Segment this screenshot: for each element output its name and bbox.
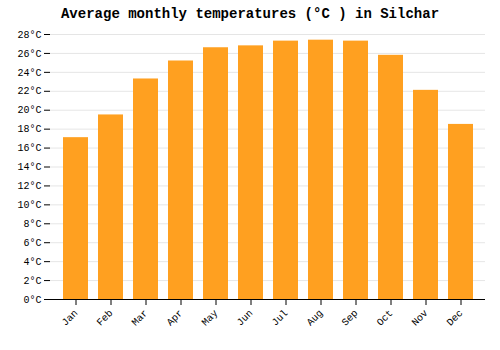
svg-text:8°C: 8°C: [23, 219, 41, 230]
svg-text:20°C: 20°C: [17, 105, 41, 116]
svg-text:Aug: Aug: [305, 308, 326, 329]
svg-text:Apr: Apr: [165, 308, 186, 329]
svg-text:May: May: [200, 308, 221, 329]
svg-text:Jun: Jun: [235, 308, 256, 329]
svg-text:Jan: Jan: [60, 308, 81, 329]
svg-text:Sep: Sep: [340, 308, 361, 329]
html-text:Average monthly temperatures (: Average monthly temperatures (°C ) in Si…: [61, 6, 439, 22]
svg-text:Mar: Mar: [130, 308, 151, 329]
svg-text:14°C: 14°C: [17, 162, 41, 173]
svg-text:26°C: 26°C: [17, 49, 41, 60]
svg-text:Feb: Feb: [95, 308, 116, 329]
svg-text:4°C: 4°C: [23, 257, 41, 268]
svg-text:18°C: 18°C: [17, 124, 41, 135]
svg-text:2°C: 2°C: [23, 276, 41, 287]
svg-text:Nov: Nov: [410, 308, 431, 329]
svg-text:Oct: Oct: [375, 308, 396, 329]
svg-text:Dec: Dec: [445, 308, 466, 329]
svg-text:24°C: 24°C: [17, 68, 41, 79]
svg-text:6°C: 6°C: [23, 238, 41, 249]
svg-text:10°C: 10°C: [17, 200, 41, 211]
svg-text:22°C: 22°C: [17, 86, 41, 97]
svg-text:0°C: 0°C: [23, 295, 41, 306]
svg-text:16°C: 16°C: [17, 143, 41, 154]
svg-text:Jul: Jul: [270, 308, 291, 329]
svg-text:28°C: 28°C: [17, 30, 41, 41]
svg-text:12°C: 12°C: [17, 181, 41, 192]
